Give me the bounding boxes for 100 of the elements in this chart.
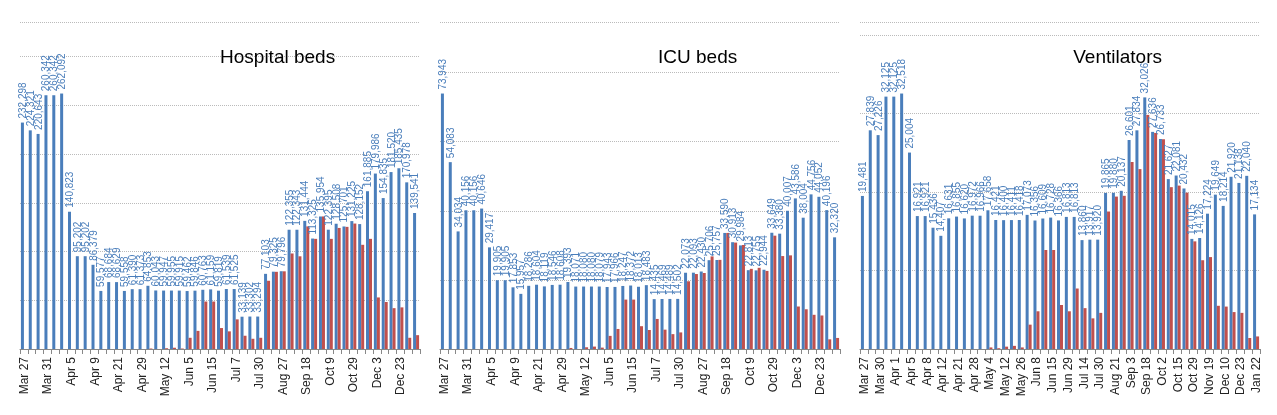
- bar: [1049, 217, 1053, 349]
- bar: [597, 286, 601, 349]
- bar: [644, 285, 648, 349]
- bar: [632, 299, 636, 349]
- data-label: 32,320: [829, 202, 841, 234]
- bar: [358, 224, 362, 349]
- bar: [621, 285, 625, 349]
- data-label: 16,366: [1053, 185, 1064, 217]
- x-tick-label: Aug 27: [275, 356, 290, 396]
- bar: [361, 244, 365, 349]
- bar: [707, 260, 711, 349]
- x-tick-label: Apr 21: [531, 356, 546, 393]
- bar: [955, 216, 959, 349]
- bar: [306, 226, 310, 349]
- bar: [67, 211, 71, 349]
- bar: [209, 289, 213, 349]
- bar: [1017, 220, 1021, 349]
- x-tick-label: Mar 30: [872, 356, 887, 395]
- bar: [227, 331, 231, 349]
- bar: [1111, 192, 1115, 349]
- bar: [107, 282, 111, 349]
- bar: [978, 215, 982, 349]
- data-label: 17,224: [1202, 178, 1214, 210]
- data-label: 33,590: [719, 197, 731, 229]
- bar: [892, 96, 896, 349]
- bar: [566, 282, 570, 349]
- bar: [1221, 205, 1225, 349]
- x-tick-label: Dec 3: [369, 356, 384, 389]
- data-label: 33,294: [252, 281, 264, 313]
- x-tick-label: Oct 29: [766, 356, 781, 393]
- bar: [295, 229, 299, 349]
- bar: [251, 338, 255, 349]
- x-tick-label: Jul 14: [1076, 356, 1091, 390]
- bar: [915, 216, 919, 349]
- bar: [1245, 175, 1249, 349]
- bar: [130, 289, 134, 349]
- bar: [1224, 306, 1228, 349]
- bar: [392, 308, 396, 349]
- data-label: 16,921: [911, 181, 923, 213]
- bar: [1256, 336, 1260, 349]
- data-label: 68,684: [103, 247, 115, 279]
- x-tick-label: Apr 8: [919, 356, 934, 386]
- bar: [994, 219, 998, 349]
- bar: [1091, 318, 1095, 349]
- bar: [115, 282, 119, 349]
- bar: [786, 210, 790, 349]
- bar: [177, 290, 181, 349]
- x-tick-label: Sep 18: [719, 356, 734, 396]
- x-tick-label: Dec 10: [1217, 356, 1232, 396]
- bar: [1064, 216, 1068, 349]
- bar: [487, 247, 491, 349]
- bar: [204, 301, 208, 349]
- data-label: 17,134: [1249, 179, 1261, 211]
- data-label: 27,636: [1147, 96, 1159, 128]
- bar: [1253, 214, 1257, 349]
- x-tick-label: Apr 5: [903, 356, 918, 386]
- bar: [1033, 220, 1037, 349]
- bar: [962, 218, 966, 349]
- bar: [376, 297, 380, 349]
- x-tick-label: Apr 9: [87, 356, 102, 386]
- bar: [1185, 192, 1189, 349]
- bar: [83, 256, 87, 349]
- bar: [389, 172, 393, 349]
- bar: [647, 330, 651, 349]
- bar: [20, 122, 24, 349]
- bar: [868, 130, 872, 349]
- bar: [99, 290, 103, 349]
- x-tick-label: Jul 7: [228, 356, 243, 383]
- bar: [400, 307, 404, 349]
- bar: [480, 208, 484, 349]
- bar: [188, 337, 192, 349]
- bar: [1104, 192, 1108, 349]
- bar: [793, 198, 797, 349]
- x-tick-label: Aug 27: [695, 356, 710, 396]
- chart-title: Hospital beds: [220, 46, 336, 67]
- bar: [1114, 196, 1118, 349]
- bar: [193, 290, 197, 349]
- bar: [1107, 211, 1111, 349]
- bar: [1119, 190, 1123, 349]
- bar: [337, 227, 341, 349]
- x-tick-label: Jun 5: [181, 356, 196, 387]
- data-label: 59,819: [213, 255, 224, 287]
- bar: [1122, 195, 1126, 349]
- x-tick-label: Apr 21: [111, 356, 126, 393]
- x-tick-label: Jun 15: [625, 356, 640, 394]
- bar: [652, 299, 656, 349]
- bar: [778, 233, 782, 349]
- bar: [679, 332, 683, 349]
- bar: [1216, 305, 1220, 349]
- bar: [1146, 114, 1150, 349]
- bar: [259, 337, 263, 349]
- bar: [1169, 187, 1173, 349]
- bar: [52, 95, 56, 349]
- x-tick-label: Apr 1: [888, 356, 903, 386]
- bar: [384, 302, 388, 349]
- data-label: 32,518: [896, 58, 908, 90]
- x-tick-label: Apr 12: [935, 356, 950, 393]
- bar: [710, 256, 714, 349]
- bar: [684, 272, 688, 349]
- data-label: 32,125: [880, 61, 892, 93]
